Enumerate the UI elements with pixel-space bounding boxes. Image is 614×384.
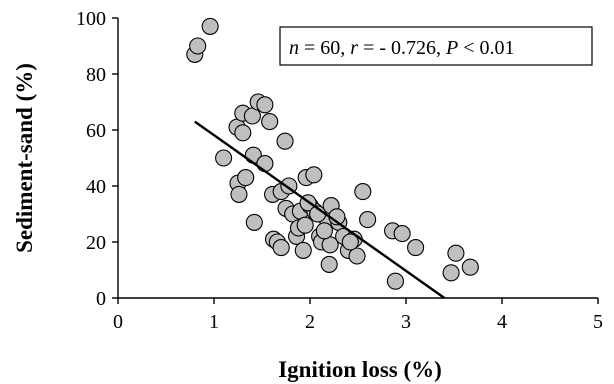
y-tick-label: 60 bbox=[86, 120, 106, 142]
annot-p-symbol: P bbox=[445, 37, 458, 59]
data-point bbox=[294, 241, 312, 259]
data-point bbox=[230, 185, 248, 203]
data-point bbox=[261, 113, 279, 131]
data-point bbox=[320, 255, 338, 273]
data-point bbox=[341, 233, 359, 251]
data-point bbox=[354, 183, 372, 201]
x-tick-label: 3 bbox=[401, 311, 411, 333]
data-point bbox=[245, 213, 263, 231]
annotation-box bbox=[279, 26, 593, 66]
x-axis-title: Ignition loss (%) bbox=[278, 357, 442, 382]
x-tick-label: 0 bbox=[113, 311, 123, 333]
data-point bbox=[386, 272, 404, 290]
y-axis-title: Sediment-sand (%) bbox=[12, 63, 37, 253]
regression-line-group bbox=[194, 120, 446, 299]
data-point bbox=[461, 258, 479, 276]
data-point bbox=[256, 96, 274, 114]
data-point bbox=[272, 239, 290, 257]
y-tick-label: 20 bbox=[86, 232, 106, 254]
data-point bbox=[348, 247, 366, 265]
annotation-text: n = 60, r = - 0.726, P < 0.01 bbox=[289, 37, 515, 59]
x-tick-label: 2 bbox=[305, 311, 315, 333]
data-point bbox=[189, 37, 207, 55]
data-point bbox=[296, 216, 314, 234]
data-point bbox=[215, 149, 233, 167]
annot-p-value: < 0.01 bbox=[458, 37, 514, 59]
axes: 0 1 2 3 4 5 0 20 40 60 80 100 bbox=[76, 8, 603, 333]
y-tick-label: 80 bbox=[86, 64, 106, 86]
x-tick-label: 5 bbox=[593, 311, 603, 333]
data-points bbox=[186, 17, 479, 290]
annot-r-symbol: r bbox=[350, 37, 358, 59]
regression-line bbox=[194, 120, 446, 299]
y-tick-label: 100 bbox=[76, 8, 106, 30]
data-point bbox=[447, 244, 465, 262]
data-point bbox=[407, 239, 425, 257]
data-point bbox=[276, 132, 294, 150]
annot-n-symbol: n bbox=[289, 37, 299, 59]
data-point bbox=[442, 264, 460, 282]
data-point bbox=[393, 225, 411, 243]
data-point bbox=[234, 124, 252, 142]
data-point bbox=[256, 155, 274, 173]
y-tick-label: 40 bbox=[86, 176, 106, 198]
y-tick-label: 0 bbox=[96, 288, 106, 310]
data-point bbox=[359, 211, 377, 229]
data-point bbox=[305, 166, 323, 184]
annot-n-value: = 60, bbox=[299, 37, 350, 59]
data-point bbox=[237, 169, 255, 187]
data-point bbox=[201, 17, 219, 35]
x-tick-label: 4 bbox=[497, 311, 507, 333]
annot-r-value: = - 0.726, bbox=[358, 37, 446, 59]
statistics-annotation: n = 60, r = - 0.726, P < 0.01 bbox=[279, 26, 593, 66]
data-point bbox=[315, 222, 333, 240]
x-tick-label: 1 bbox=[209, 311, 219, 333]
